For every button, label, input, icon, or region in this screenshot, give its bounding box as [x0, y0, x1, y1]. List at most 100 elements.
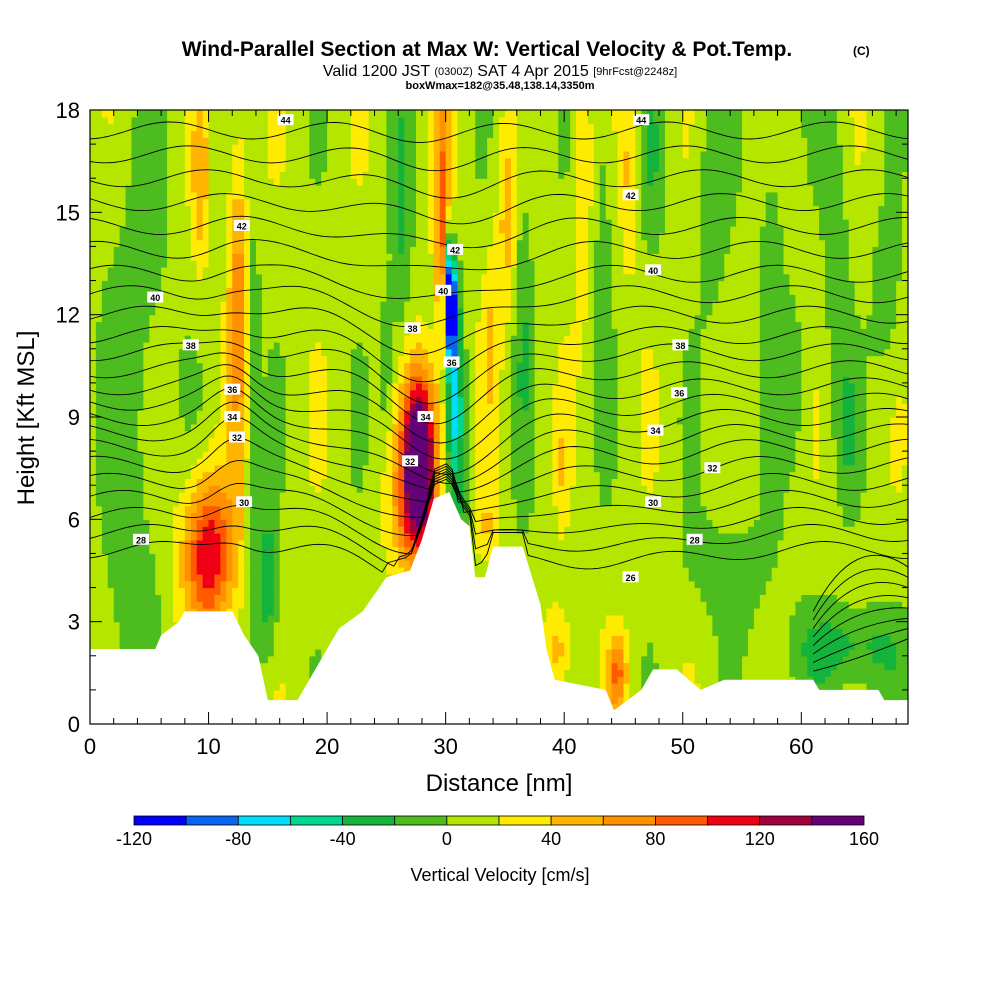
w-cell — [202, 532, 222, 541]
w-cell — [90, 423, 97, 432]
w-cell — [190, 212, 198, 220]
w-cell — [493, 130, 500, 138]
w-cell — [493, 219, 500, 227]
w-cell — [220, 301, 227, 309]
w-cell — [368, 150, 387, 159]
w-cell — [635, 212, 642, 220]
w-cell — [475, 410, 500, 418]
w-cell — [95, 341, 144, 350]
w-cell — [819, 212, 844, 220]
w-cell — [90, 164, 133, 172]
w-cell — [611, 232, 625, 241]
w-cell — [510, 451, 536, 459]
w-cell — [499, 539, 684, 548]
w-cell — [682, 498, 702, 507]
w-cell — [315, 648, 322, 657]
w-cell — [244, 539, 251, 548]
w-cell — [635, 110, 642, 118]
w-cell — [463, 362, 470, 370]
w-cell — [261, 307, 382, 316]
w-cell — [783, 246, 826, 254]
w-cell — [825, 260, 850, 268]
w-cell — [131, 178, 168, 186]
w-cell — [593, 430, 619, 439]
w-cell — [178, 403, 204, 411]
w-cell — [321, 341, 358, 350]
w-cell — [475, 457, 500, 466]
w-cell — [350, 478, 364, 486]
w-cell — [688, 137, 708, 145]
contour-label: 36 — [443, 356, 460, 368]
w-cell — [404, 526, 411, 534]
w-cell — [196, 355, 222, 364]
w-cell — [427, 137, 435, 145]
w-cell — [623, 662, 631, 671]
w-cell — [350, 444, 370, 452]
w-cell — [250, 314, 263, 323]
w-cell — [404, 150, 417, 159]
w-cell — [95, 423, 139, 432]
w-cell — [208, 191, 227, 200]
w-cell — [807, 628, 844, 636]
w-cell — [599, 669, 607, 677]
w-cell — [261, 314, 382, 323]
w-cell — [244, 191, 387, 200]
w-cell — [202, 403, 222, 411]
w-cell — [854, 437, 868, 445]
w-cell — [593, 423, 619, 432]
w-cell — [700, 417, 761, 425]
w-cell — [196, 587, 222, 595]
w-cell — [250, 280, 263, 288]
w-cell — [196, 110, 204, 118]
svg-text:42: 42 — [450, 245, 460, 255]
w-cell — [576, 273, 589, 282]
w-cell — [350, 457, 370, 466]
w-cell — [558, 123, 571, 132]
w-cell — [398, 485, 405, 493]
w-cell — [196, 478, 245, 486]
w-cell — [131, 144, 168, 152]
w-cell — [576, 294, 589, 302]
w-cell — [623, 696, 631, 705]
w-cell — [255, 676, 310, 684]
w-cell — [398, 355, 411, 364]
w-cell — [534, 423, 553, 432]
w-cell — [113, 110, 139, 118]
w-cell — [404, 144, 417, 152]
w-cell — [433, 266, 441, 275]
w-cell — [487, 137, 500, 145]
w-cell — [830, 403, 844, 411]
w-cell — [457, 355, 465, 364]
w-cell — [635, 239, 648, 248]
w-cell — [641, 171, 648, 179]
w-cell — [392, 444, 399, 452]
w-cell — [386, 198, 399, 207]
w-cell — [392, 423, 399, 432]
w-cell — [617, 157, 625, 166]
w-cell — [801, 110, 838, 118]
w-cell — [427, 116, 435, 125]
w-cell — [90, 587, 115, 595]
w-cell — [457, 301, 465, 309]
w-cell — [504, 253, 512, 261]
w-cell — [664, 212, 702, 220]
w-cell — [587, 116, 613, 125]
w-cell — [226, 444, 245, 452]
w-cell — [279, 587, 399, 595]
w-cell — [451, 505, 465, 514]
w-cell — [261, 280, 387, 288]
w-cell — [599, 178, 607, 186]
w-cell — [700, 225, 731, 234]
w-cell — [558, 512, 571, 520]
w-cell — [416, 171, 429, 179]
svg-text:42: 42 — [237, 221, 247, 231]
w-cell — [232, 157, 245, 166]
w-cell — [161, 280, 227, 288]
w-cell — [232, 396, 239, 404]
w-cell — [90, 328, 97, 336]
w-cell — [469, 348, 476, 357]
w-cell — [350, 150, 370, 159]
w-cell — [184, 512, 192, 520]
w-cell — [220, 539, 227, 548]
w-cell — [220, 532, 227, 541]
